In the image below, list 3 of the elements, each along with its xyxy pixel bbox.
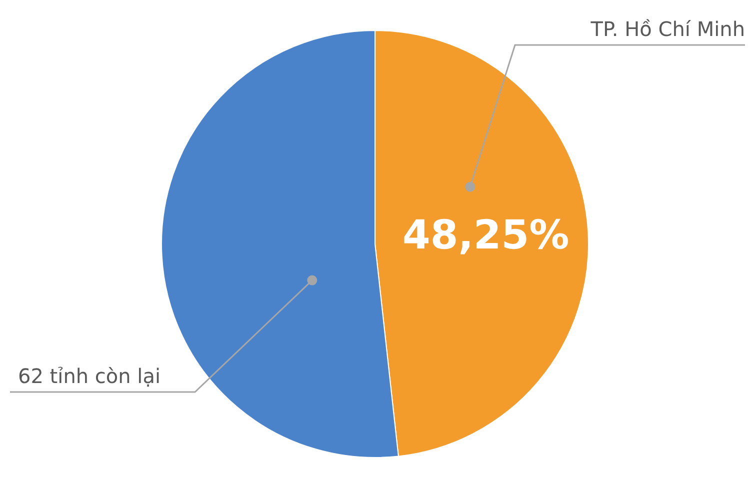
slice-label: 62 tỉnh còn lại [18, 364, 161, 388]
data-label: 48,25% [402, 212, 570, 258]
slice-label: TP. Hồ Chí Minh [590, 17, 745, 42]
